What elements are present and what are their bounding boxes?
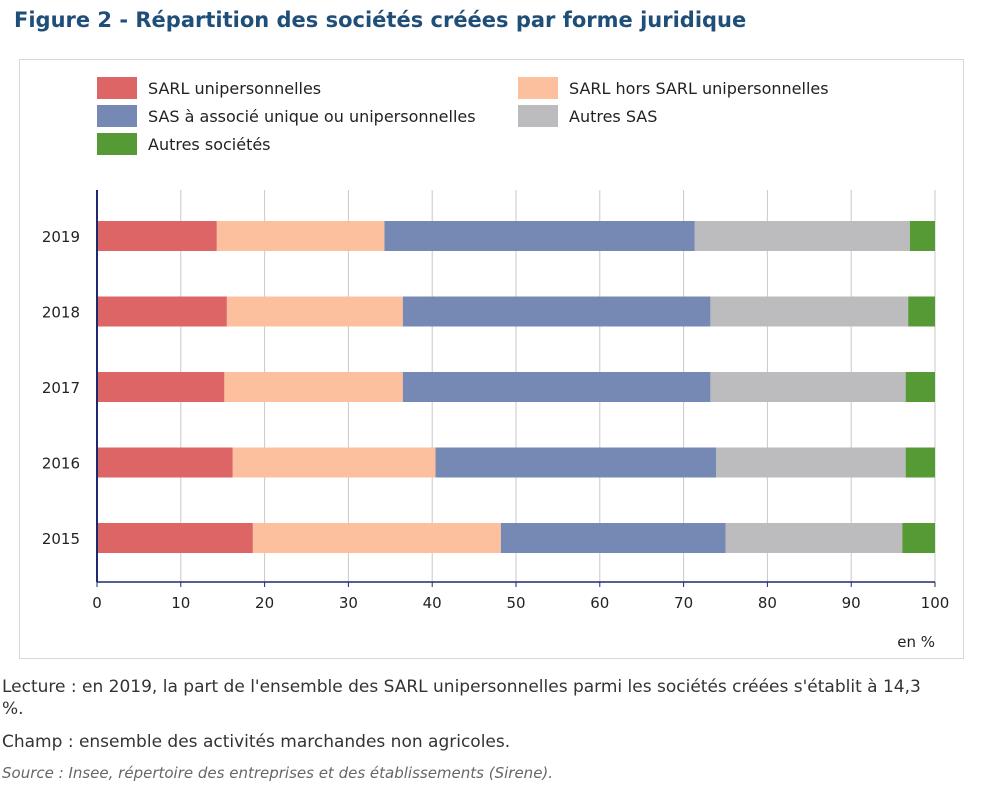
bar-segment bbox=[97, 221, 217, 251]
bar-segment bbox=[716, 447, 906, 478]
x-tick-label: 40 bbox=[423, 594, 442, 612]
legend-swatch bbox=[97, 133, 137, 155]
bar-segment bbox=[710, 296, 909, 327]
legend-swatch bbox=[518, 77, 558, 99]
bar-segment bbox=[909, 221, 935, 251]
y-tick-label: 2017 bbox=[42, 379, 80, 397]
bar-segment bbox=[232, 447, 436, 478]
x-tick-label: 20 bbox=[255, 594, 274, 612]
y-tick-label: 2018 bbox=[42, 304, 80, 322]
chart-frame bbox=[19, 59, 964, 659]
legend-label: Autres SAS bbox=[569, 107, 657, 126]
y-tick-label: 2016 bbox=[42, 455, 80, 473]
bar-segment bbox=[500, 523, 726, 553]
bar-segment bbox=[435, 447, 717, 478]
bar-segment bbox=[402, 296, 711, 327]
x-tick-label: 100 bbox=[921, 594, 950, 612]
stacked-bar-chart: SARL unipersonnelles SARL hors SARL unipe… bbox=[42, 77, 950, 651]
x-tick-label: 0 bbox=[92, 594, 102, 612]
source-note: Source : Insee, répertoire des entrepris… bbox=[2, 764, 554, 782]
bar-segment bbox=[725, 523, 903, 553]
unit-label: en % bbox=[897, 633, 935, 651]
x-tick-label: 80 bbox=[758, 594, 777, 612]
champ-note: Champ : ensemble des activités marchande… bbox=[2, 732, 511, 752]
y-tick-label: 2015 bbox=[42, 530, 80, 548]
bar-segment bbox=[216, 221, 385, 251]
bar-segment bbox=[97, 523, 253, 553]
x-tick-label: 10 bbox=[171, 594, 190, 612]
bar-segment bbox=[224, 372, 403, 402]
x-tick-label: 90 bbox=[842, 594, 861, 612]
y-tick-label: 2019 bbox=[42, 228, 80, 246]
legend-swatch bbox=[97, 77, 137, 99]
lecture-note: Lecture : en 2019, la part de l'ensemble… bbox=[2, 677, 921, 719]
legend-label: SARL hors SARL unipersonnelles bbox=[569, 79, 829, 98]
bar-segment bbox=[97, 447, 233, 478]
legend-swatch bbox=[518, 105, 558, 127]
bar-segment bbox=[402, 372, 711, 402]
legend-label: Autres sociétés bbox=[148, 135, 271, 154]
bar-segment bbox=[908, 296, 935, 327]
bar-segment bbox=[905, 372, 935, 402]
legend-swatch bbox=[97, 105, 137, 127]
x-tick-label: 50 bbox=[506, 594, 525, 612]
legend-label: SAS à associé unique ou unipersonnelles bbox=[148, 107, 476, 126]
bar-segment bbox=[97, 372, 225, 402]
chart-title: Figure 2 - Répartition des sociétés créé… bbox=[14, 8, 747, 32]
x-tick-label: 70 bbox=[674, 594, 693, 612]
bar-segment bbox=[905, 447, 935, 478]
bar-segment bbox=[710, 372, 906, 402]
bar-segment bbox=[384, 221, 695, 251]
bar-segment bbox=[226, 296, 403, 327]
legend-label: SARL unipersonnelles bbox=[148, 79, 321, 98]
x-tick-label: 30 bbox=[339, 594, 358, 612]
bar-segment bbox=[252, 523, 501, 553]
x-tick-label: 60 bbox=[590, 594, 609, 612]
bar-segment bbox=[902, 523, 935, 553]
bar-segment bbox=[97, 296, 227, 327]
bar-segment bbox=[694, 221, 910, 251]
